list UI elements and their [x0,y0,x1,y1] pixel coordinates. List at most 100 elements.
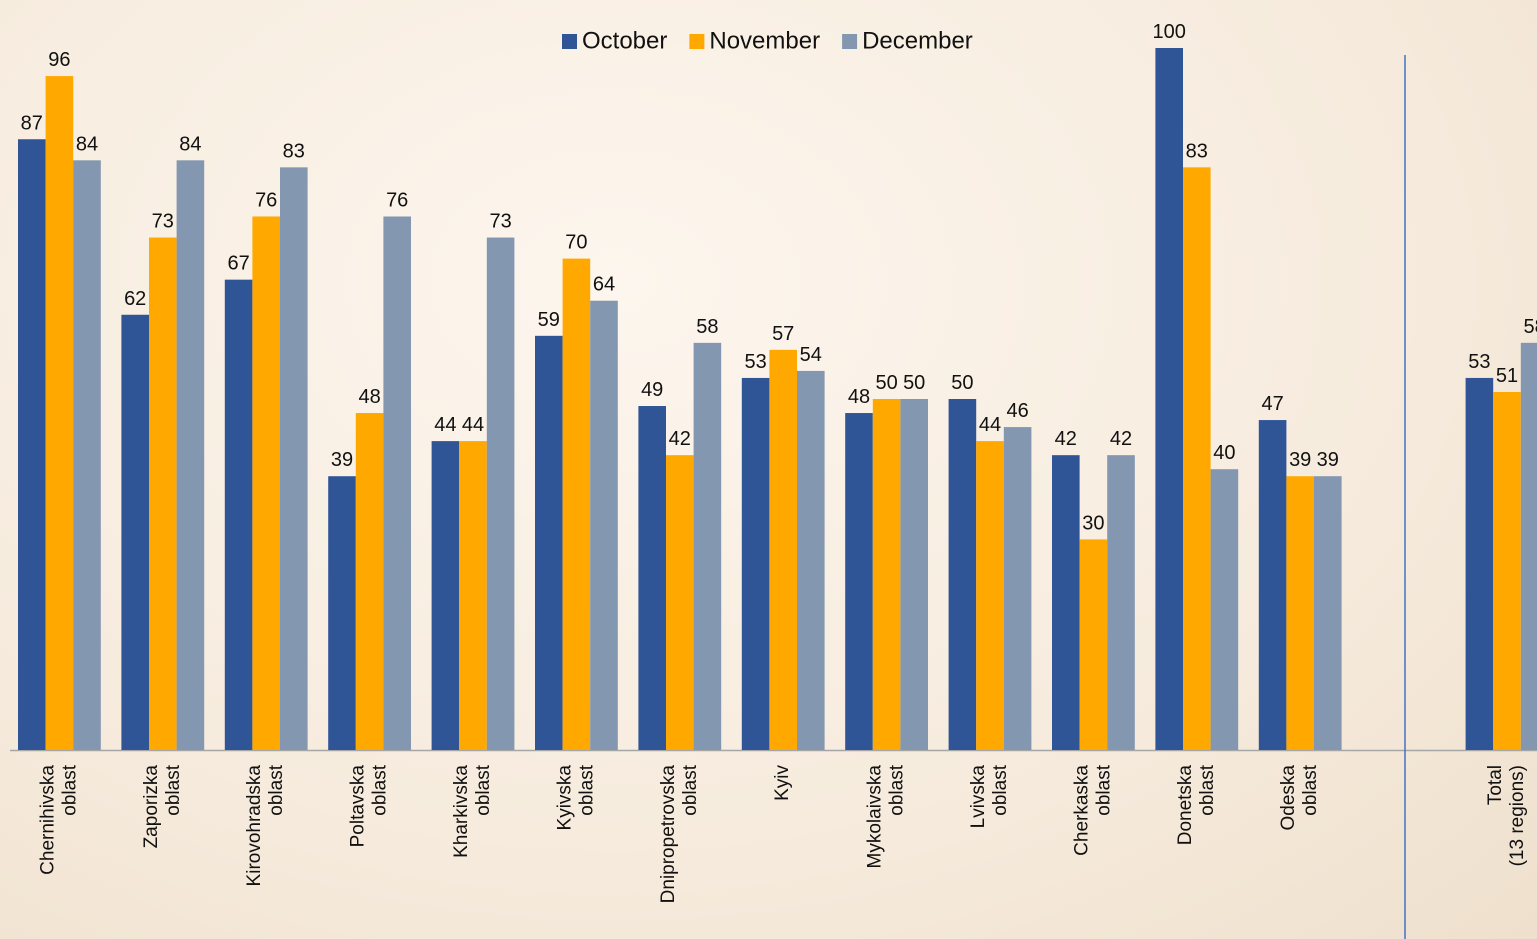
legend-label: December [862,27,973,54]
value-label: 48 [358,386,380,408]
x-tick-label: Kyiv [772,765,793,801]
value-label: 50 [875,372,897,394]
value-label: 53 [1468,351,1490,373]
bar [280,167,308,751]
bar [459,441,487,750]
bar [1493,391,1521,750]
value-label: 73 [489,211,511,233]
x-tick-label: Poltavskaoblast [348,764,391,847]
bar [562,258,591,750]
bar [224,279,253,750]
x-tick-label: Total(13 regions) [1485,765,1528,866]
value-label: 67 [227,253,249,275]
bar [1258,420,1287,750]
value-label: 83 [1186,140,1208,162]
bar [666,455,694,750]
bar [900,399,928,750]
value-label: 76 [255,189,277,211]
value-label: 96 [48,49,70,71]
value-label: 44 [434,414,456,436]
value-label: 42 [1110,428,1132,450]
legend-swatch [689,34,705,49]
x-tick-label: Kirovohradskaoblast [244,764,287,886]
value-label: 58 [1523,316,1537,338]
legend-label: November [709,27,820,54]
bar [45,76,74,750]
value-label: 54 [800,344,822,366]
bar [1520,342,1537,750]
value-label: 64 [593,274,615,296]
value-label: 44 [979,414,1001,436]
value-label: 39 [1289,449,1311,471]
bar [1183,167,1211,751]
bar [1286,476,1314,750]
x-tick-label: Mykolaivskaoblast [865,764,908,868]
value-label: 76 [386,189,408,211]
value-label: 42 [1055,428,1077,450]
bar [535,335,563,750]
value-label: 44 [462,414,484,436]
value-label: 87 [21,112,43,134]
bar [1052,455,1080,750]
bar [976,441,1004,750]
value-label: 47 [1261,393,1283,415]
bar [1465,377,1494,750]
value-label: 46 [1006,400,1028,422]
bar [486,237,515,751]
bar [252,216,280,751]
bar [797,370,825,750]
value-label: 48 [848,386,870,408]
x-tick-label: Donetskaoblast [1175,764,1218,845]
bar [1155,48,1183,750]
value-label: 30 [1082,512,1104,534]
value-label: 62 [124,288,146,310]
value-label: 49 [641,379,663,401]
bar [769,349,797,750]
value-label: 53 [744,351,766,373]
bar [431,441,460,750]
bar [18,139,46,750]
value-label: 73 [152,211,174,233]
bar [693,342,722,750]
value-label: 84 [179,133,201,155]
bar [149,237,177,751]
value-label: 39 [331,449,353,471]
x-tick-label: Kharkivskaoblast [451,764,494,858]
value-label: 84 [76,133,98,155]
bar [741,377,770,750]
value-label: 50 [951,372,973,394]
bar [73,160,101,750]
bar [1003,427,1032,750]
value-label: 100 [1153,21,1186,43]
bar [121,314,149,750]
bar [845,413,873,750]
legend-swatch [842,34,858,49]
value-label: 51 [1496,365,1518,387]
legend-label: October [582,27,667,54]
value-label: 70 [565,232,587,254]
value-label: 83 [283,140,305,162]
value-label: 58 [696,316,718,338]
x-tick-label: Kyivskaoblast [554,764,597,830]
bar [590,300,618,750]
bar [638,406,666,750]
value-label: 42 [669,428,691,450]
bar [1314,476,1342,750]
x-tick-label: Dnipropetrovskaoblast [658,764,701,903]
x-tick-label: Odeskaoblast [1278,764,1321,830]
bar [355,413,384,750]
x-tick-label: Lvivskaoblast [968,764,1011,828]
bar [176,160,205,750]
bar [1079,539,1108,750]
value-label: 50 [903,372,925,394]
value-label: 57 [772,323,794,345]
bar [1210,469,1239,750]
x-tick-label: Chernihivskaoblast [37,764,80,875]
x-tick-label: Cherkaskaoblast [1071,764,1114,856]
bar [948,399,977,750]
value-label: 40 [1213,442,1235,464]
bar [328,476,356,750]
legend-swatch [562,34,577,49]
